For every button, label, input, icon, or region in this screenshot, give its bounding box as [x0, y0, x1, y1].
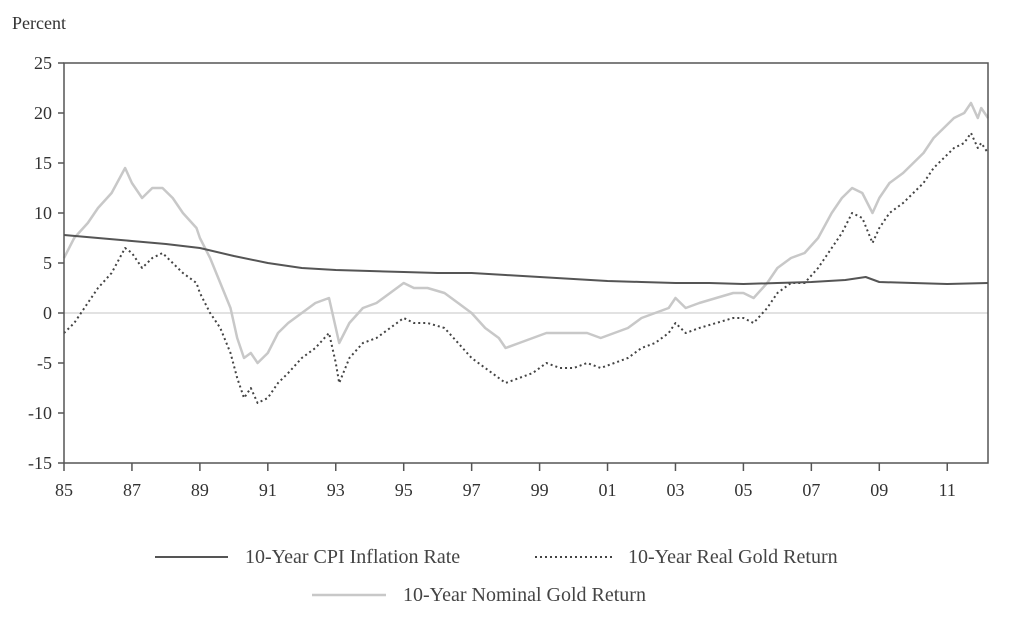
series-line-2: [62, 101, 990, 365]
legend-label-0: 10-Year CPI Inflation Rate: [245, 546, 460, 568]
x-axis-ticks: 85 87 89 91 93 95 97 99 01 03 05 07 09 11: [55, 463, 956, 500]
legend-label-2: 10-Year Nominal Gold Return: [403, 584, 646, 606]
x-tick-label: 07: [802, 480, 820, 500]
series-line-0: [63, 234, 989, 285]
x-tick-label: 11: [939, 480, 956, 500]
y-axis-label: Percent: [12, 13, 66, 33]
y-tick-label: 20: [34, 103, 52, 123]
x-tick-label: 95: [395, 480, 413, 500]
x-tick-label: 91: [259, 480, 277, 500]
y-tick-label: 15: [34, 153, 52, 173]
y-tick-label: -10: [28, 403, 52, 423]
x-tick-label: 93: [327, 480, 345, 500]
x-tick-label: 05: [734, 480, 752, 500]
y-tick-label: 10: [34, 203, 52, 223]
y-tick-label: -15: [28, 453, 52, 473]
x-tick-label: 03: [666, 480, 684, 500]
x-tick-label: 97: [463, 480, 481, 500]
x-tick-label: 87: [123, 480, 141, 500]
series-layer: [62, 101, 990, 404]
legend-label-1: 10-Year Real Gold Return: [628, 546, 838, 568]
x-tick-label: 85: [55, 480, 73, 500]
y-tick-label: 5: [43, 253, 52, 273]
x-tick-label: 01: [599, 480, 617, 500]
y-tick-label: 25: [34, 53, 52, 73]
legend: 10-Year CPI Inflation Rate 10-Year Real G…: [155, 546, 838, 606]
plot-frame: [63, 62, 989, 464]
x-tick-label: 89: [191, 480, 209, 500]
y-tick-label: 0: [43, 303, 52, 323]
y-tick-label: -5: [37, 353, 52, 373]
y-axis-ticks: 25 20 15 10 5 0 -5 -10 -15: [28, 53, 64, 473]
x-tick-label: 09: [870, 480, 888, 500]
x-tick-label: 99: [531, 480, 549, 500]
series-line-1: [63, 132, 989, 404]
